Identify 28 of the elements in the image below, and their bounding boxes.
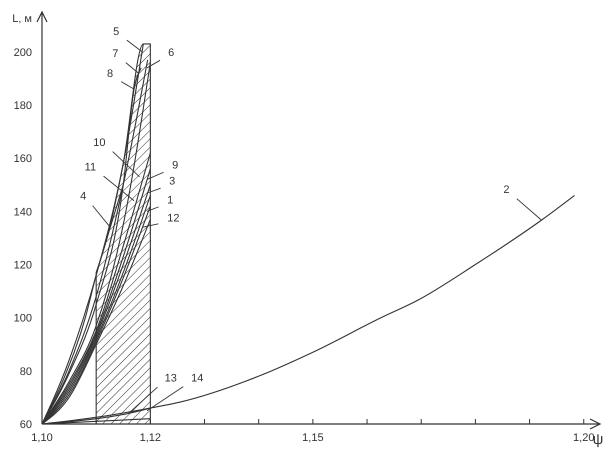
annotation: 12	[167, 212, 180, 224]
annotation: 3	[169, 176, 176, 188]
x-tick-label: 1,10	[31, 432, 53, 444]
x-tick-label: 1,12	[140, 432, 162, 444]
y-tick-label: 60	[20, 419, 32, 431]
y-tick-label: 120	[14, 260, 32, 272]
y-tick-label: 180	[14, 100, 32, 112]
annotation: 2	[503, 184, 510, 196]
annotation: 13	[164, 372, 177, 384]
annotation: 1	[167, 194, 174, 206]
y-axis-title: L, м	[12, 13, 32, 25]
annotation: 9	[172, 159, 178, 172]
annotation: 11	[84, 162, 96, 174]
annotation: 5	[113, 26, 120, 38]
x-tick-label: 1,20	[573, 432, 594, 444]
annotation: 14	[191, 372, 204, 385]
x-tick-label: 1,15	[302, 432, 324, 444]
y-tick-label: 80	[20, 366, 32, 378]
annotation: 6	[168, 46, 174, 59]
y-tick-label: 140	[14, 206, 32, 218]
annotation: 4	[80, 190, 86, 202]
annotation: 7	[112, 48, 118, 60]
y-tick-label: 200	[14, 46, 32, 59]
annotation: 10	[93, 136, 106, 149]
x-axis-title: ψ	[592, 431, 604, 448]
y-tick-label: 100	[14, 312, 32, 325]
annotation: 8	[106, 68, 114, 80]
y-tick-label: 160	[14, 153, 32, 166]
